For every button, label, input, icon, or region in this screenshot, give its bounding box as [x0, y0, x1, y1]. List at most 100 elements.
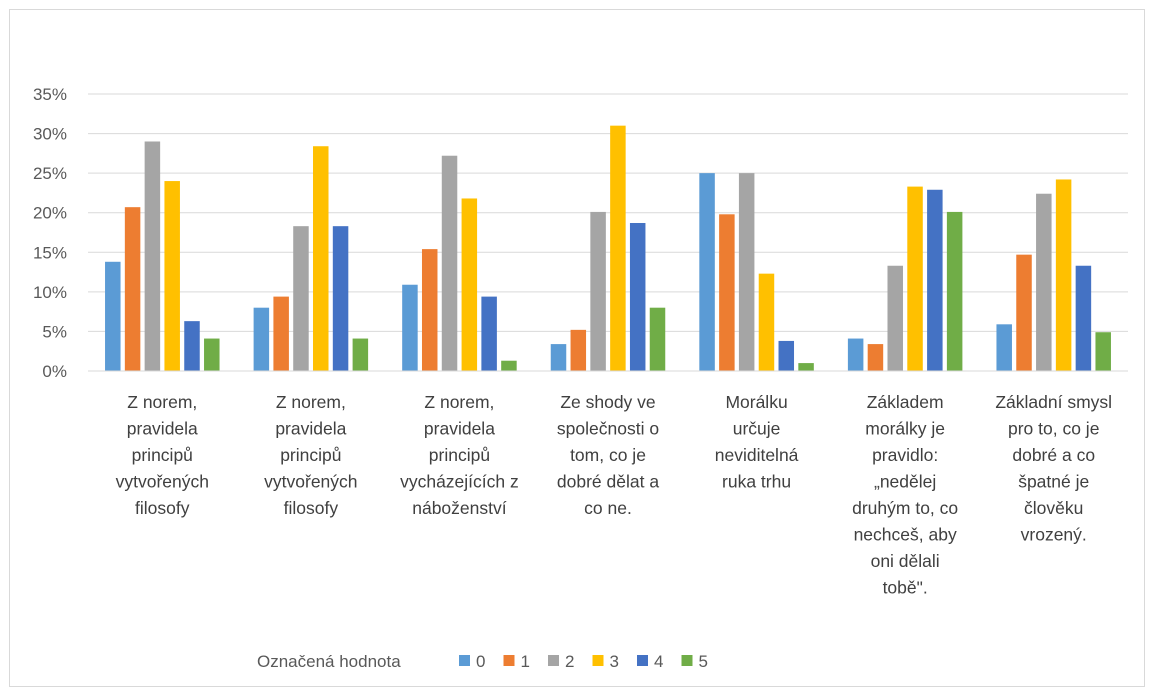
- bar-cat5-series-1: [719, 214, 735, 371]
- bar-cat7-series-1: [1016, 254, 1032, 371]
- legend-label: 5: [699, 652, 708, 671]
- y-tick-label: 15%: [33, 243, 67, 262]
- category-label-line: člověku: [1024, 498, 1083, 518]
- bar-cat4-series-3: [610, 125, 626, 371]
- category-label-line: vycházejících z: [400, 472, 519, 492]
- category-label-line: pravidela: [127, 419, 198, 439]
- bar-cat3-series-0: [402, 284, 418, 371]
- bar-cat6-series-1: [867, 344, 884, 371]
- category-label: Z norem, pravidela principů vytvořených filo…: [116, 392, 209, 518]
- bar-cat2-series-3: [313, 146, 329, 371]
- legend-swatch-0: [459, 655, 470, 666]
- legend-swatch-5: [681, 655, 693, 666]
- bar-cat7-series-0: [996, 324, 1012, 371]
- category-label: Z norem, pravidela principů vytvořených filo…: [264, 392, 357, 518]
- category-label-line: pravidela: [424, 419, 495, 439]
- category-label-line: Z norem,: [276, 392, 346, 412]
- bar-cat4-series-2: [590, 211, 606, 371]
- category-label-line: druhým to, co: [852, 498, 958, 518]
- category-label-line: vrozený.: [1021, 525, 1087, 545]
- category-label: Morálku určuje neviditelná ruka trhu: [715, 392, 799, 492]
- category-label-line: „nedělej: [874, 472, 936, 492]
- bar-cat5-series-2: [738, 173, 755, 371]
- category-label-line: Základní smysl: [995, 392, 1112, 412]
- category-label-line: vytvořených: [116, 472, 209, 492]
- category-label-line: pravidlo:: [872, 445, 938, 465]
- bar-cat6-series-0: [847, 338, 864, 371]
- y-tick-label: 20%: [33, 204, 67, 223]
- y-tick-label: 0%: [42, 362, 67, 381]
- bar-cat2-series-1: [273, 296, 289, 371]
- bar-cat1-series-4: [184, 321, 200, 371]
- category-label: Ze shody ve společnosti o tom, co je dobré …: [557, 392, 659, 518]
- category-label: Základem morálky je pravidlo: „nedělej druhý…: [852, 392, 958, 598]
- category-label-line: určuje: [733, 419, 781, 439]
- legend-label: 2: [565, 652, 574, 671]
- bar-cat1-series-3: [164, 181, 180, 371]
- category-label-line: Morálku: [725, 392, 787, 412]
- bar-cat4-series-4: [629, 223, 646, 371]
- legend-label: 0: [476, 652, 485, 671]
- legend-swatch-1: [503, 655, 515, 666]
- category-label-line: Ze shody ve: [560, 392, 655, 412]
- bar-cat1-series-2: [144, 141, 161, 371]
- bar-cat4-series-1: [570, 329, 587, 371]
- bar-cat5-series-0: [699, 173, 715, 371]
- bar-cat1-series-0: [105, 261, 121, 371]
- bar-cat6-series-4: [927, 189, 943, 371]
- legend-title: Označená hodnota: [257, 652, 401, 671]
- category-label-line: Základem: [867, 392, 944, 412]
- bar-cat2-series-0: [253, 307, 270, 371]
- gridlines: [88, 93, 1128, 332]
- bars: [105, 125, 1111, 371]
- category-label-line: morálky je: [865, 419, 945, 439]
- category-label-line: náboženství: [412, 498, 507, 518]
- category-label-line: tobě".: [883, 578, 928, 598]
- category-label-line: principů: [280, 445, 341, 465]
- category-label-line: špatné je: [1018, 472, 1089, 492]
- bar-cat3-series-5: [501, 360, 517, 371]
- category-label-line: filosofy: [135, 498, 190, 518]
- bar-cat3-series-4: [481, 296, 497, 371]
- bar-cat5-series-4: [778, 340, 795, 371]
- category-label-line: pravidela: [275, 419, 346, 439]
- y-tick-label: 10%: [33, 283, 67, 302]
- category-labels: Z norem, pravidela principů vytvořených filo…: [116, 392, 1112, 598]
- y-tick-label: 25%: [33, 164, 67, 183]
- category-label-line: tom, co je: [570, 445, 646, 465]
- legend-label: 3: [610, 652, 619, 671]
- category-label-line: oni dělali: [871, 551, 940, 571]
- bar-cat6-series-5: [946, 211, 963, 371]
- category-label-line: co ne.: [584, 498, 632, 518]
- category-label-line: nechceš, aby: [854, 525, 957, 545]
- category-label-line: filosofy: [284, 498, 339, 518]
- y-tick-label: 30%: [33, 125, 67, 144]
- category-label-line: vytvořených: [264, 472, 357, 492]
- category-label-line: dobré dělat a: [557, 472, 659, 492]
- bar-cat7-series-5: [1095, 332, 1111, 371]
- bar-cat3-series-3: [461, 198, 478, 371]
- legend-swatch-3: [592, 655, 604, 666]
- bar-cat2-series-2: [293, 226, 309, 371]
- legend: Označená hodnota 0 1 2 3 4 5: [257, 652, 708, 671]
- bar-cat7-series-2: [1036, 193, 1052, 371]
- category-label-line: ruka trhu: [722, 472, 791, 492]
- bar-cat4-series-0: [550, 344, 567, 371]
- category-label-line: Z norem,: [127, 392, 197, 412]
- legend-swatch-4: [637, 655, 648, 666]
- y-axis-tick-labels: 0% 5% 10% 15% 20% 25% 30% 35%: [33, 85, 67, 381]
- category-label-line: pro to, co je: [1008, 419, 1099, 439]
- category-label: Základní smysl pro to, co je dobré a co špa…: [995, 392, 1112, 545]
- bar-cat1-series-1: [124, 207, 141, 371]
- bar-cat3-series-1: [421, 249, 438, 371]
- category-label-line: společnosti o: [557, 419, 659, 439]
- category-label: Z norem, pravidela principů vycházejících z…: [400, 392, 519, 518]
- legend-swatch-2: [548, 655, 559, 666]
- legend-label: 4: [654, 652, 663, 671]
- bar-cat7-series-4: [1075, 265, 1092, 371]
- category-label-line: principů: [132, 445, 193, 465]
- bar-cat5-series-3: [758, 273, 775, 371]
- bar-cat2-series-5: [352, 338, 369, 371]
- y-tick-label: 35%: [33, 85, 67, 104]
